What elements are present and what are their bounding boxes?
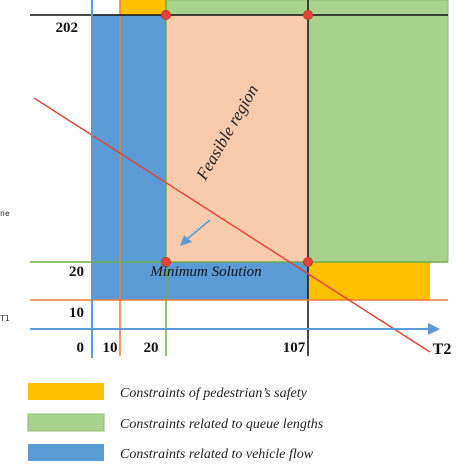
vertex-107-20 bbox=[303, 257, 313, 267]
legend-label-pedestrian: Constraints of pedestrian’s safety bbox=[120, 386, 308, 401]
y-tick-20: 20 bbox=[69, 264, 84, 280]
y-tick-0: 0 bbox=[77, 340, 85, 356]
objective-line bbox=[33, 97, 431, 353]
x-axis-arrowhead bbox=[428, 323, 440, 335]
vertex-107-202 bbox=[303, 10, 313, 20]
vertex-20-202 bbox=[161, 10, 171, 20]
feasible-region bbox=[166, 15, 308, 262]
x-tick-107: 107 bbox=[283, 340, 306, 356]
pedestrian-region-top bbox=[120, 0, 166, 15]
x-tick-10: 10 bbox=[103, 340, 118, 356]
minimum-solution-label: Minimum Solution bbox=[149, 264, 261, 280]
minimum-arrowhead bbox=[180, 235, 192, 246]
legend: Constraints of pedestrian’s safety Const… bbox=[27, 383, 324, 462]
x-tick-20: 20 bbox=[144, 340, 159, 356]
pedestrian-region-right bbox=[308, 262, 430, 300]
legend-label-queue: Constraints related to queue lengths bbox=[120, 417, 324, 432]
legend-swatch-pedestrian bbox=[28, 383, 104, 400]
x-axis-name: T2 bbox=[433, 341, 452, 358]
legend-swatch-vehicle bbox=[28, 444, 104, 461]
vertex-20-20 bbox=[161, 257, 171, 267]
legend-swatch-queue bbox=[27, 413, 105, 432]
y-tick-202: 202 bbox=[56, 20, 79, 36]
edge-label-upper: ne bbox=[0, 209, 10, 218]
minimum-arrow bbox=[185, 219, 211, 241]
legend-label-vehicle: Constraints related to vehicle flow bbox=[120, 447, 314, 462]
y-tick-10: 10 bbox=[69, 305, 84, 321]
edge-label-lower: T1 bbox=[0, 314, 10, 323]
